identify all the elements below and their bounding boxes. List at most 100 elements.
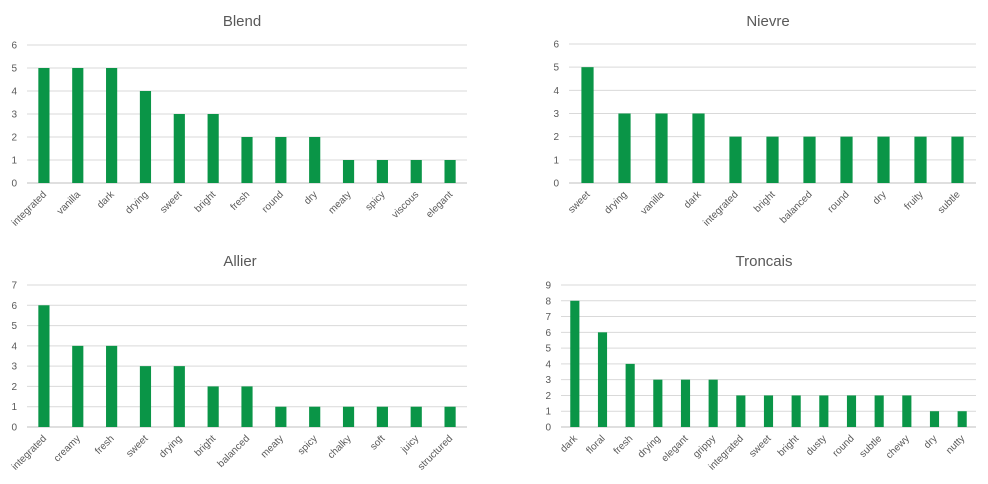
category-label: integrated — [10, 189, 49, 228]
category-label: bright — [193, 189, 219, 215]
chart-nievre: Nievre 0 1 2 3 4 5 6 sweet drying vanilla darkinteg… — [553, 13, 976, 229]
category-label: integrated — [10, 433, 49, 472]
category-label: creamy — [52, 433, 83, 464]
y-tick-label: 5 — [11, 321, 17, 332]
y-tick-label: 0 — [11, 423, 17, 434]
category-label: elegant — [660, 433, 691, 464]
category-label: sweet — [124, 433, 150, 459]
y-tick-label: 5 — [553, 63, 559, 74]
bar-viscous — [410, 160, 422, 183]
category-label: meaty — [259, 433, 286, 460]
category-label: dusty — [804, 433, 829, 458]
y-tick-label: 1 — [553, 155, 559, 166]
category-label: dark — [95, 189, 117, 211]
category-label: round — [826, 189, 852, 215]
bar-drying — [173, 366, 185, 427]
category-label: dry — [871, 189, 889, 207]
bar-sweet — [139, 366, 152, 427]
y-tick-label: 6 — [553, 40, 559, 51]
y-tick-label: 5 — [11, 64, 17, 75]
category-label: dark — [682, 189, 704, 211]
category-label: sweet — [566, 189, 592, 215]
bar-dry — [929, 411, 940, 427]
category-label: bright — [193, 433, 219, 459]
bar-fresh — [625, 363, 635, 427]
category-label: dry — [922, 433, 940, 451]
category-label: juicy — [399, 433, 422, 456]
category-label: elegant — [424, 189, 455, 220]
bar-integrated — [38, 305, 50, 427]
bar-subtle — [874, 395, 884, 427]
bar-juicy — [410, 406, 422, 427]
category-label: meaty — [327, 189, 354, 216]
bar-round — [846, 395, 857, 427]
bar-meaty — [342, 160, 355, 183]
bar-sweet — [173, 114, 185, 183]
bar-round — [840, 136, 853, 183]
bar-dusty — [819, 395, 829, 427]
chart-title: Troncais — [736, 253, 793, 270]
y-tick-label: 2 — [11, 382, 17, 393]
category-label: dry — [302, 189, 320, 207]
bar-chalky — [342, 406, 355, 427]
category-label: fresh — [612, 433, 636, 457]
bar-floral — [597, 332, 608, 427]
y-tick-label: 3 — [545, 375, 551, 386]
y-tick-label: 9 — [545, 281, 551, 292]
bar-spicy — [376, 160, 388, 183]
category-label: bright — [752, 189, 778, 215]
bar-soft — [376, 406, 388, 427]
chart-title: Blend — [223, 13, 261, 30]
y-tick-label: 8 — [545, 296, 551, 307]
category-label: subtle — [858, 433, 885, 460]
category-label: vanilla — [639, 189, 667, 217]
y-tick-label: 2 — [545, 391, 551, 402]
y-tick-label: 1 — [545, 407, 551, 418]
category-label: structured — [416, 433, 455, 472]
chart-title: Nievre — [746, 13, 789, 30]
category-label: bright — [776, 433, 802, 459]
category-label: sweet — [747, 433, 773, 459]
category-label: fresh — [93, 433, 117, 457]
category-label: fruity — [903, 189, 926, 212]
category-label: spicy — [364, 189, 388, 213]
chart-title: Allier — [223, 253, 256, 270]
y-tick-label: 5 — [545, 344, 551, 355]
y-tick-label: 4 — [553, 86, 559, 97]
category-label: balanced — [216, 433, 252, 469]
y-tick-label: 1 — [11, 156, 17, 167]
bar-integrated — [736, 395, 746, 427]
bar-integrated — [729, 136, 742, 183]
bar-sweet — [581, 67, 594, 183]
category-label: dark — [558, 433, 580, 455]
bar-structured — [444, 406, 456, 427]
y-tick-label: 3 — [11, 110, 17, 121]
y-tick-label: 0 — [545, 423, 551, 434]
y-tick-label: 4 — [11, 87, 17, 98]
category-label: sweet — [158, 189, 184, 215]
y-tick-label: 6 — [11, 301, 17, 312]
bar-dry — [877, 136, 890, 183]
category-label: vanilla — [55, 189, 83, 217]
y-tick-label: 7 — [11, 281, 17, 292]
y-tick-label: 3 — [11, 362, 17, 373]
bar-balanced — [803, 136, 816, 183]
category-label: chewy — [884, 433, 912, 461]
category-label: integrated — [701, 189, 740, 228]
y-tick-label: 6 — [545, 328, 551, 339]
bar-fresh — [241, 137, 253, 183]
y-tick-label: 4 — [11, 341, 17, 352]
category-label: soft — [368, 433, 387, 452]
chart-allier: Allier 0 1 2 3 4 5 6 7 integrated creamy fresh sweet… — [10, 253, 467, 473]
bar-bright — [791, 395, 801, 427]
bar-drying — [618, 113, 631, 183]
y-tick-label: 2 — [553, 132, 559, 143]
y-tick-label: 4 — [545, 359, 551, 370]
bar-elegant — [680, 379, 691, 427]
bar-dark — [570, 300, 580, 427]
y-tick-label: 3 — [553, 109, 559, 120]
bar-dark — [106, 68, 118, 183]
